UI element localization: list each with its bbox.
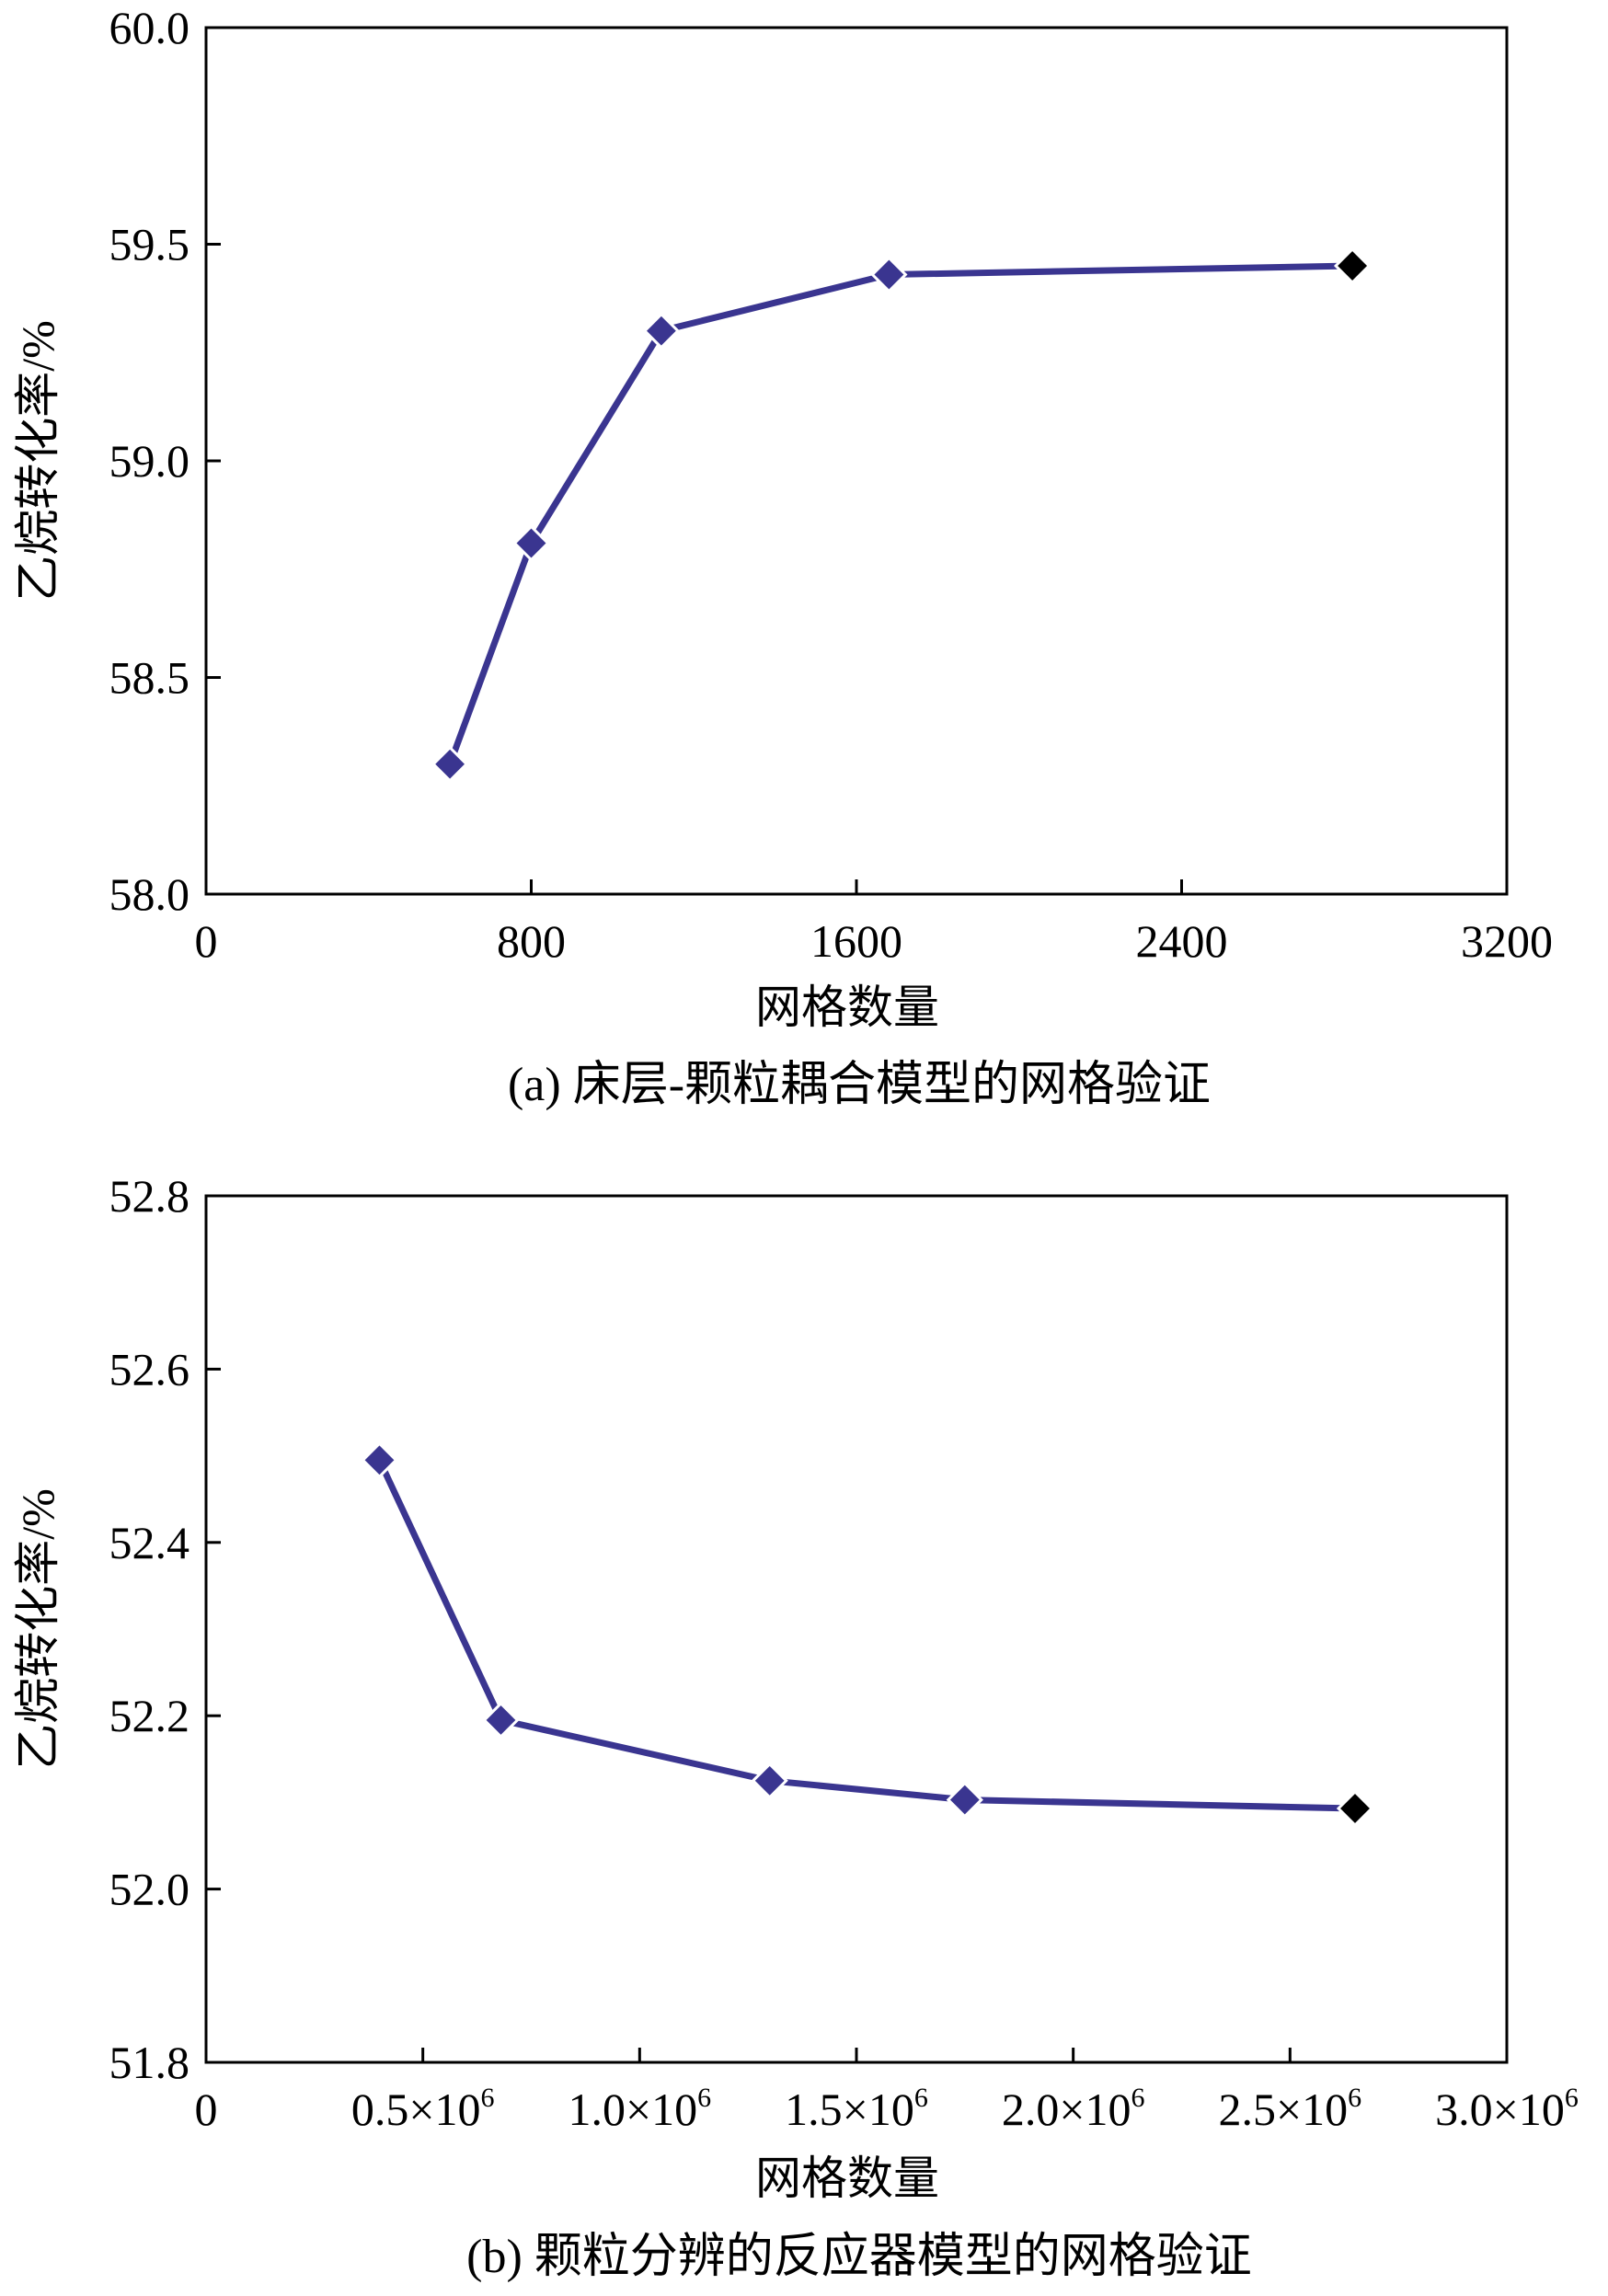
x-tick-label: 1.0×106 xyxy=(568,2083,711,2135)
x-tick-label-base: 1600 xyxy=(810,915,902,967)
x-axis-title: 网格数量 xyxy=(755,2152,939,2204)
y-tick-label: 52.0 xyxy=(109,1864,190,1915)
data-point xyxy=(482,1701,520,1739)
series-line xyxy=(446,262,1356,768)
data-point xyxy=(751,1762,788,1799)
x-tick-label-base: 800 xyxy=(497,915,566,967)
data-point-highlight xyxy=(1336,1789,1374,1828)
y-tick-label: 52.8 xyxy=(109,1170,190,1222)
x-tick-label: 2.5×106 xyxy=(1218,2083,1361,2135)
x-tick-label: 3.0×106 xyxy=(1435,2083,1579,2135)
x-tick-label-base: 3200 xyxy=(1461,915,1553,967)
x-tick-label-exponent: 6 xyxy=(914,2083,928,2113)
y-axis-title: 乙烷转化率/% xyxy=(12,320,63,602)
x-tick-label: 0 xyxy=(195,2084,218,2135)
x-tick-label: 2.0×106 xyxy=(1002,2083,1145,2135)
x-tick-label: 3200 xyxy=(1461,915,1553,967)
data-point-highlight xyxy=(1333,247,1372,285)
data-point xyxy=(946,1781,983,1819)
x-tick-label-base: 2.0×10 xyxy=(1002,2084,1131,2135)
y-tick-label: 58.0 xyxy=(109,868,190,920)
figure-caption: (a) 床层-颗粒耦合模型的网格验证 xyxy=(508,1059,1211,1111)
x-tick-label-base: 3.0×10 xyxy=(1435,2084,1565,2135)
chart-panel-1: 51.852.052.252.452.652.80 0.5×106 1.0×106 1… xyxy=(12,1170,1579,2283)
x-tick-label-base: 2400 xyxy=(1136,915,1228,967)
x-tick-label-base: 1.5×10 xyxy=(785,2084,914,2135)
figure-caption: (b) 颗粒分辨的反应器模型的网格验证 xyxy=(466,2231,1252,2283)
data-point xyxy=(870,256,908,293)
y-tick-label: 59.5 xyxy=(109,219,190,270)
x-tick-label-exponent: 6 xyxy=(697,2083,711,2113)
data-point xyxy=(361,1441,398,1479)
x-tick-label-base: 0 xyxy=(195,2084,218,2135)
data-point xyxy=(431,745,469,783)
y-tick-label: 52.4 xyxy=(109,1517,190,1568)
chart-panel-0: 58.0 58.5 59.0 59.5 60.0 0 800 1600 2400 3200 网格数量… xyxy=(12,2,1553,1111)
x-tick-label: 0 xyxy=(195,915,218,967)
y-tick-label: 58.5 xyxy=(109,652,190,704)
x-tick-label-base: 2.5×10 xyxy=(1218,2084,1348,2135)
y-tick-label: 52.2 xyxy=(109,1690,190,1741)
x-axis-title: 网格数量 xyxy=(755,982,939,1033)
data-point xyxy=(642,312,681,350)
plot-frame xyxy=(204,26,1509,896)
x-tick-label-exponent: 6 xyxy=(1565,2083,1579,2113)
x-tick-label: 1.5×106 xyxy=(785,2083,928,2135)
x-tick-label-base: 1.0×10 xyxy=(568,2084,697,2135)
x-tick-label-base: 0 xyxy=(195,915,218,967)
y-tick-label: 59.0 xyxy=(109,435,190,487)
x-tick-label-exponent: 6 xyxy=(1348,2083,1361,2113)
x-tick-label-exponent: 6 xyxy=(1131,2083,1145,2113)
x-tick-label-base: 0.5×10 xyxy=(351,2084,481,2135)
data-point xyxy=(512,524,550,562)
x-tick-label: 800 xyxy=(497,915,566,967)
series-line xyxy=(376,1456,1359,1812)
y-tick-label: 60.0 xyxy=(109,2,190,53)
y-axis-title: 乙烷转化率/% xyxy=(12,1488,63,1770)
plot-frame xyxy=(204,1194,1509,2064)
x-tick-label: 1600 xyxy=(810,915,902,967)
y-tick-label: 51.8 xyxy=(109,2037,190,2088)
x-tick-label: 2400 xyxy=(1136,915,1228,967)
x-tick-label: 0.5×106 xyxy=(351,2083,495,2135)
x-tick-label-exponent: 6 xyxy=(481,2083,495,2113)
y-tick-label: 52.6 xyxy=(109,1343,190,1395)
